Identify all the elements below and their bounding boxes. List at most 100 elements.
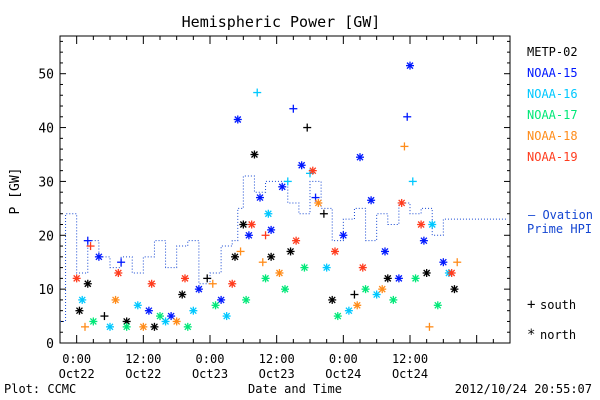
noaa-17-north-marker — [242, 295, 251, 304]
noaa-18-north-marker — [275, 268, 284, 277]
metp-02-south-marker — [319, 209, 328, 218]
legend-noaa-18: NOAA-18 — [527, 129, 578, 143]
noaa-16-north-marker — [133, 301, 142, 310]
noaa-15-north-marker — [419, 236, 428, 245]
x-tick-time-label: 0:00 — [329, 352, 358, 366]
noaa-17-north-marker — [89, 317, 98, 326]
noaa-19-north-marker — [331, 247, 339, 256]
noaa-16-south-marker — [408, 177, 417, 186]
x-tick-time-label: 12:00 — [392, 352, 428, 366]
marker-legend-north: north — [540, 328, 576, 342]
ovation-hpi-line — [60, 175, 508, 322]
metp-02-north-marker — [383, 274, 392, 283]
noaa-18-south-marker — [258, 258, 267, 267]
noaa-17-north-marker — [300, 263, 309, 272]
y-tick-label: 0 — [46, 337, 54, 352]
x-tick-date-label: Oct24 — [392, 367, 428, 381]
metp-02-north-marker — [267, 252, 276, 261]
metp-02-north-marker — [239, 220, 248, 229]
metp-02-north-marker — [75, 306, 84, 315]
noaa-15-north-marker — [356, 153, 364, 162]
noaa-19-north-marker — [358, 263, 367, 272]
noaa-19-north-marker — [417, 220, 426, 229]
y-tick-label: 40 — [38, 122, 54, 137]
noaa-19-south-marker — [86, 242, 95, 251]
noaa-16-south-marker — [253, 88, 262, 97]
legend-noaa-19: NOAA-19 — [527, 150, 578, 164]
x-tick-date-label: Oct23 — [259, 367, 295, 381]
x-tick-time-label: 0:00 — [62, 352, 91, 366]
metp-02-south-marker — [303, 123, 312, 132]
noaa-16-north-marker — [428, 220, 437, 229]
plot-frame — [59, 35, 511, 344]
x-tick-date-label: Oct22 — [59, 367, 95, 381]
noaa-19-north-marker — [397, 198, 406, 207]
noaa-15-north-marker — [297, 161, 306, 170]
noaa-18-north-marker — [111, 295, 120, 304]
ovation-legend-label-2: Prime HPI — [527, 222, 592, 236]
noaa-17-north-marker — [156, 312, 164, 321]
noaa-15-north-marker — [167, 312, 176, 321]
metp-02-north-marker — [150, 322, 159, 331]
metp-02-north-marker — [450, 285, 459, 294]
chart-title: Hemispheric Power [GW] — [182, 13, 381, 31]
legend-noaa-17: NOAA-17 — [527, 108, 578, 122]
noaa-19-north-marker — [228, 279, 237, 288]
marker-legend-symbol: * — [527, 327, 535, 343]
x-tick-date-label: Oct22 — [125, 367, 161, 381]
noaa-15-north-marker — [244, 231, 253, 240]
noaa-19-north-marker — [308, 166, 317, 175]
noaa-15-north-marker — [217, 295, 226, 304]
noaa-15-north-marker — [278, 182, 287, 191]
noaa-15-north-marker — [233, 115, 242, 124]
noaa-17-north-marker — [211, 301, 220, 310]
noaa-17-north-marker — [361, 285, 370, 294]
noaa-17-north-marker — [333, 312, 342, 321]
noaa-16-north-marker — [322, 263, 331, 272]
noaa-15-north-marker — [339, 231, 348, 240]
noaa-19-north-marker — [147, 279, 156, 288]
y-tick-label: 10 — [38, 283, 54, 298]
metp-02-south-marker — [350, 290, 359, 299]
metp-02-south-marker — [203, 274, 212, 283]
noaa-18-north-marker — [353, 301, 362, 310]
noaa-17-north-marker — [261, 274, 270, 283]
y-axis-label: P [GW] — [8, 168, 23, 215]
noaa-15-south-marker — [117, 258, 126, 267]
noaa-18-south-marker — [425, 322, 434, 331]
noaa-19-north-marker — [181, 274, 189, 283]
noaa-19-north-marker — [247, 220, 256, 229]
metp-02-north-marker — [286, 247, 295, 256]
noaa-17-north-marker — [122, 322, 131, 331]
noaa-16-north-marker — [189, 306, 198, 315]
x-tick-time-label: 0:00 — [196, 352, 225, 366]
x-tick-date-label: Oct23 — [192, 367, 228, 381]
noaa-15-north-marker — [94, 252, 103, 261]
noaa-16-north-marker — [344, 306, 353, 315]
metp-02-north-marker — [328, 295, 337, 304]
metp-02-north-marker — [250, 150, 259, 159]
marker-legend-south: south — [540, 298, 576, 312]
noaa-17-north-marker — [281, 285, 289, 294]
y-tick-label: 30 — [38, 175, 54, 190]
x-tick-date-label: Oct24 — [325, 367, 361, 381]
noaa-16-north-marker — [161, 317, 170, 326]
metp-02-north-marker — [83, 279, 92, 288]
metp-02-north-marker — [122, 317, 131, 326]
noaa-17-north-marker — [411, 274, 420, 283]
noaa-15-north-marker — [381, 247, 389, 256]
noaa-15-north-marker — [256, 193, 264, 202]
noaa-18-south-marker — [453, 258, 462, 267]
noaa-15-north-marker — [194, 285, 203, 294]
legend-noaa-15: NOAA-15 — [527, 66, 578, 80]
metp-02-north-marker — [178, 290, 187, 299]
noaa-18-north-marker — [172, 317, 181, 326]
noaa-17-north-marker — [183, 322, 192, 331]
x-axis-label: Date and Time — [248, 382, 342, 396]
noaa-16-north-marker — [372, 290, 381, 299]
noaa-19-north-marker — [114, 268, 123, 277]
metp-02-north-marker — [231, 252, 239, 261]
x-tick-time-label: 12:00 — [259, 352, 295, 366]
legend-noaa-16: NOAA-16 — [527, 87, 578, 101]
